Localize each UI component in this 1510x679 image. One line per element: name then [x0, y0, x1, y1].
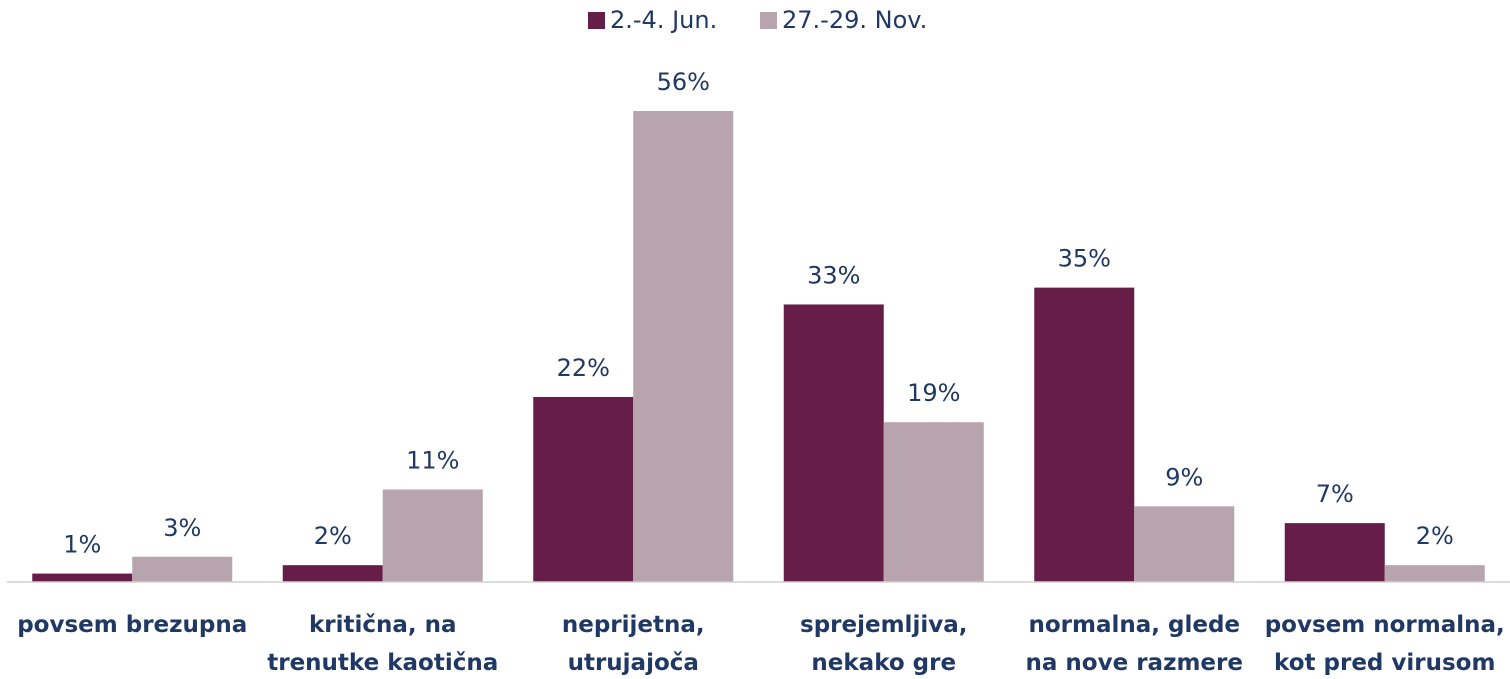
bar	[883, 422, 984, 582]
value-label: 9%	[1165, 463, 1203, 491]
value-label: 11%	[406, 446, 459, 474]
bar	[32, 573, 133, 582]
legend-swatch	[760, 12, 777, 29]
value-label: 7%	[1316, 480, 1354, 508]
category-label: normalna, glede na nove razmere	[1025, 612, 1243, 676]
value-label: 2%	[1416, 522, 1454, 550]
value-label: 2%	[314, 522, 352, 550]
value-label: 56%	[657, 68, 710, 96]
bar	[1384, 565, 1485, 582]
bar	[132, 556, 233, 582]
value-label: 35%	[1058, 245, 1111, 273]
bar	[1034, 287, 1135, 582]
category-label: kritična, na trenutke kaotična	[267, 612, 499, 676]
bar	[633, 111, 734, 582]
value-label: 1%	[63, 531, 101, 559]
bar	[382, 489, 483, 582]
value-label: 22%	[557, 354, 610, 382]
legend-swatch	[588, 12, 605, 29]
bar	[533, 396, 634, 582]
category-label: povsem brezupna	[17, 612, 248, 638]
legend-label: 2.-4. Jun.	[610, 6, 717, 34]
value-label: 33%	[807, 261, 860, 289]
bar	[282, 565, 383, 582]
category-label: neprijetna, utrujajoča	[561, 612, 705, 676]
category-label: sprejemljiva, nekako gre	[800, 612, 968, 676]
value-label: 3%	[163, 514, 201, 542]
category-label: povsem normalna, kot pred virusom	[1264, 612, 1505, 676]
value-label: 19%	[907, 379, 960, 407]
legend-label: 27.-29. Nov.	[782, 6, 927, 34]
bar	[1134, 506, 1235, 582]
bar	[1284, 523, 1385, 582]
bar	[783, 304, 884, 582]
